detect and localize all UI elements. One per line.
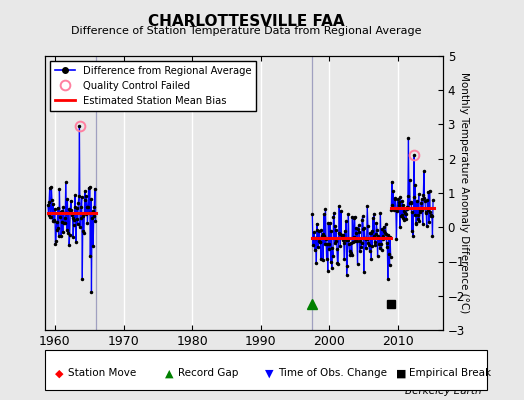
Y-axis label: Monthly Temperature Anomaly Difference (°C): Monthly Temperature Anomaly Difference (… [459,72,469,314]
Text: Record Gap: Record Gap [178,368,238,378]
Text: Time of Obs. Change: Time of Obs. Change [278,368,387,378]
Text: ▲: ▲ [165,368,173,378]
Text: ▼: ▼ [265,368,273,378]
Text: Difference of Station Temperature Data from Regional Average: Difference of Station Temperature Data f… [71,26,421,36]
Text: CHARLOTTESVILLE FAA: CHARLOTTESVILLE FAA [148,14,345,29]
Text: ◆: ◆ [55,368,63,378]
Text: Station Move: Station Move [68,368,136,378]
Text: Berkeley Earth: Berkeley Earth [406,386,482,396]
Text: Empirical Break: Empirical Break [409,368,491,378]
Text: ■: ■ [396,368,406,378]
Legend: Difference from Regional Average, Quality Control Failed, Estimated Station Mean: Difference from Regional Average, Qualit… [50,61,256,111]
